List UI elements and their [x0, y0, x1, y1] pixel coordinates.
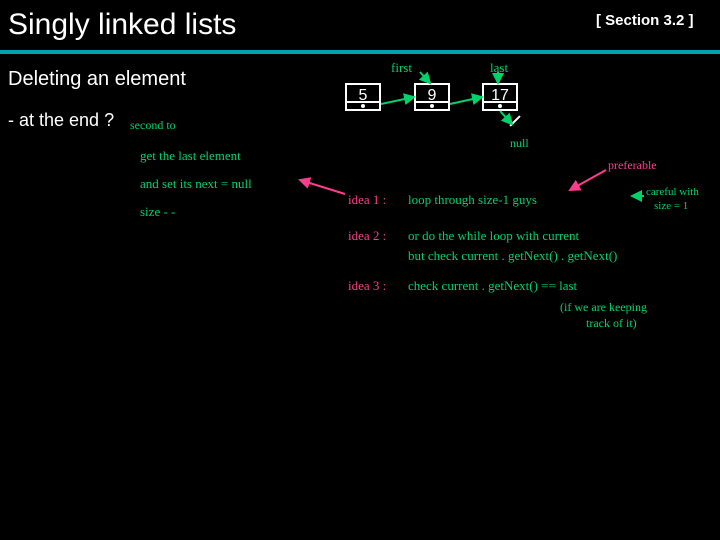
slide-title: Singly linked lists: [8, 8, 236, 42]
idea-body: or do the while loop with current: [408, 228, 579, 244]
label-preferable: preferable: [608, 158, 657, 173]
arrow-icon: [420, 72, 430, 83]
list-node: 5: [345, 83, 381, 111]
arrow-icon: [570, 170, 606, 190]
idea-tail-note: (if we are keeping: [560, 300, 647, 315]
idea-label: idea 3 :: [348, 278, 386, 294]
label-size-1: size = 1: [654, 200, 688, 212]
list-node: 9: [414, 83, 450, 111]
step-line: get the last element: [140, 148, 241, 164]
subtitle: Deleting an element: [8, 68, 186, 91]
idea-body: loop through size-1 guys: [408, 192, 537, 208]
label-last: last: [490, 60, 508, 76]
list-node: 17: [482, 83, 518, 111]
idea-tail-note: track of it): [586, 316, 637, 331]
null-slash-icon: [509, 115, 520, 126]
header-rule: [0, 50, 720, 54]
arrow-icon: [500, 111, 512, 124]
idea-body: check current . getNext() == last: [408, 278, 577, 294]
label-first: first: [391, 60, 412, 76]
idea-label: idea 2 :: [348, 228, 386, 244]
section-reference: [ Section 3.2 ]: [596, 12, 694, 29]
arrow-icon: [381, 97, 414, 104]
step-line: and set its next = null: [140, 176, 252, 192]
arrow-icon: [450, 97, 482, 104]
label-null: null: [510, 136, 529, 151]
arrow-icon: [300, 180, 345, 194]
idea-label: idea 1 :: [348, 192, 386, 208]
idea-body: but check current . getNext() . getNext(…: [408, 248, 617, 264]
prompt-text: - at the end ?: [8, 110, 114, 131]
label-careful: careful with: [646, 186, 699, 198]
label-second-to: second to: [130, 118, 176, 133]
step-line: size - -: [140, 204, 175, 220]
